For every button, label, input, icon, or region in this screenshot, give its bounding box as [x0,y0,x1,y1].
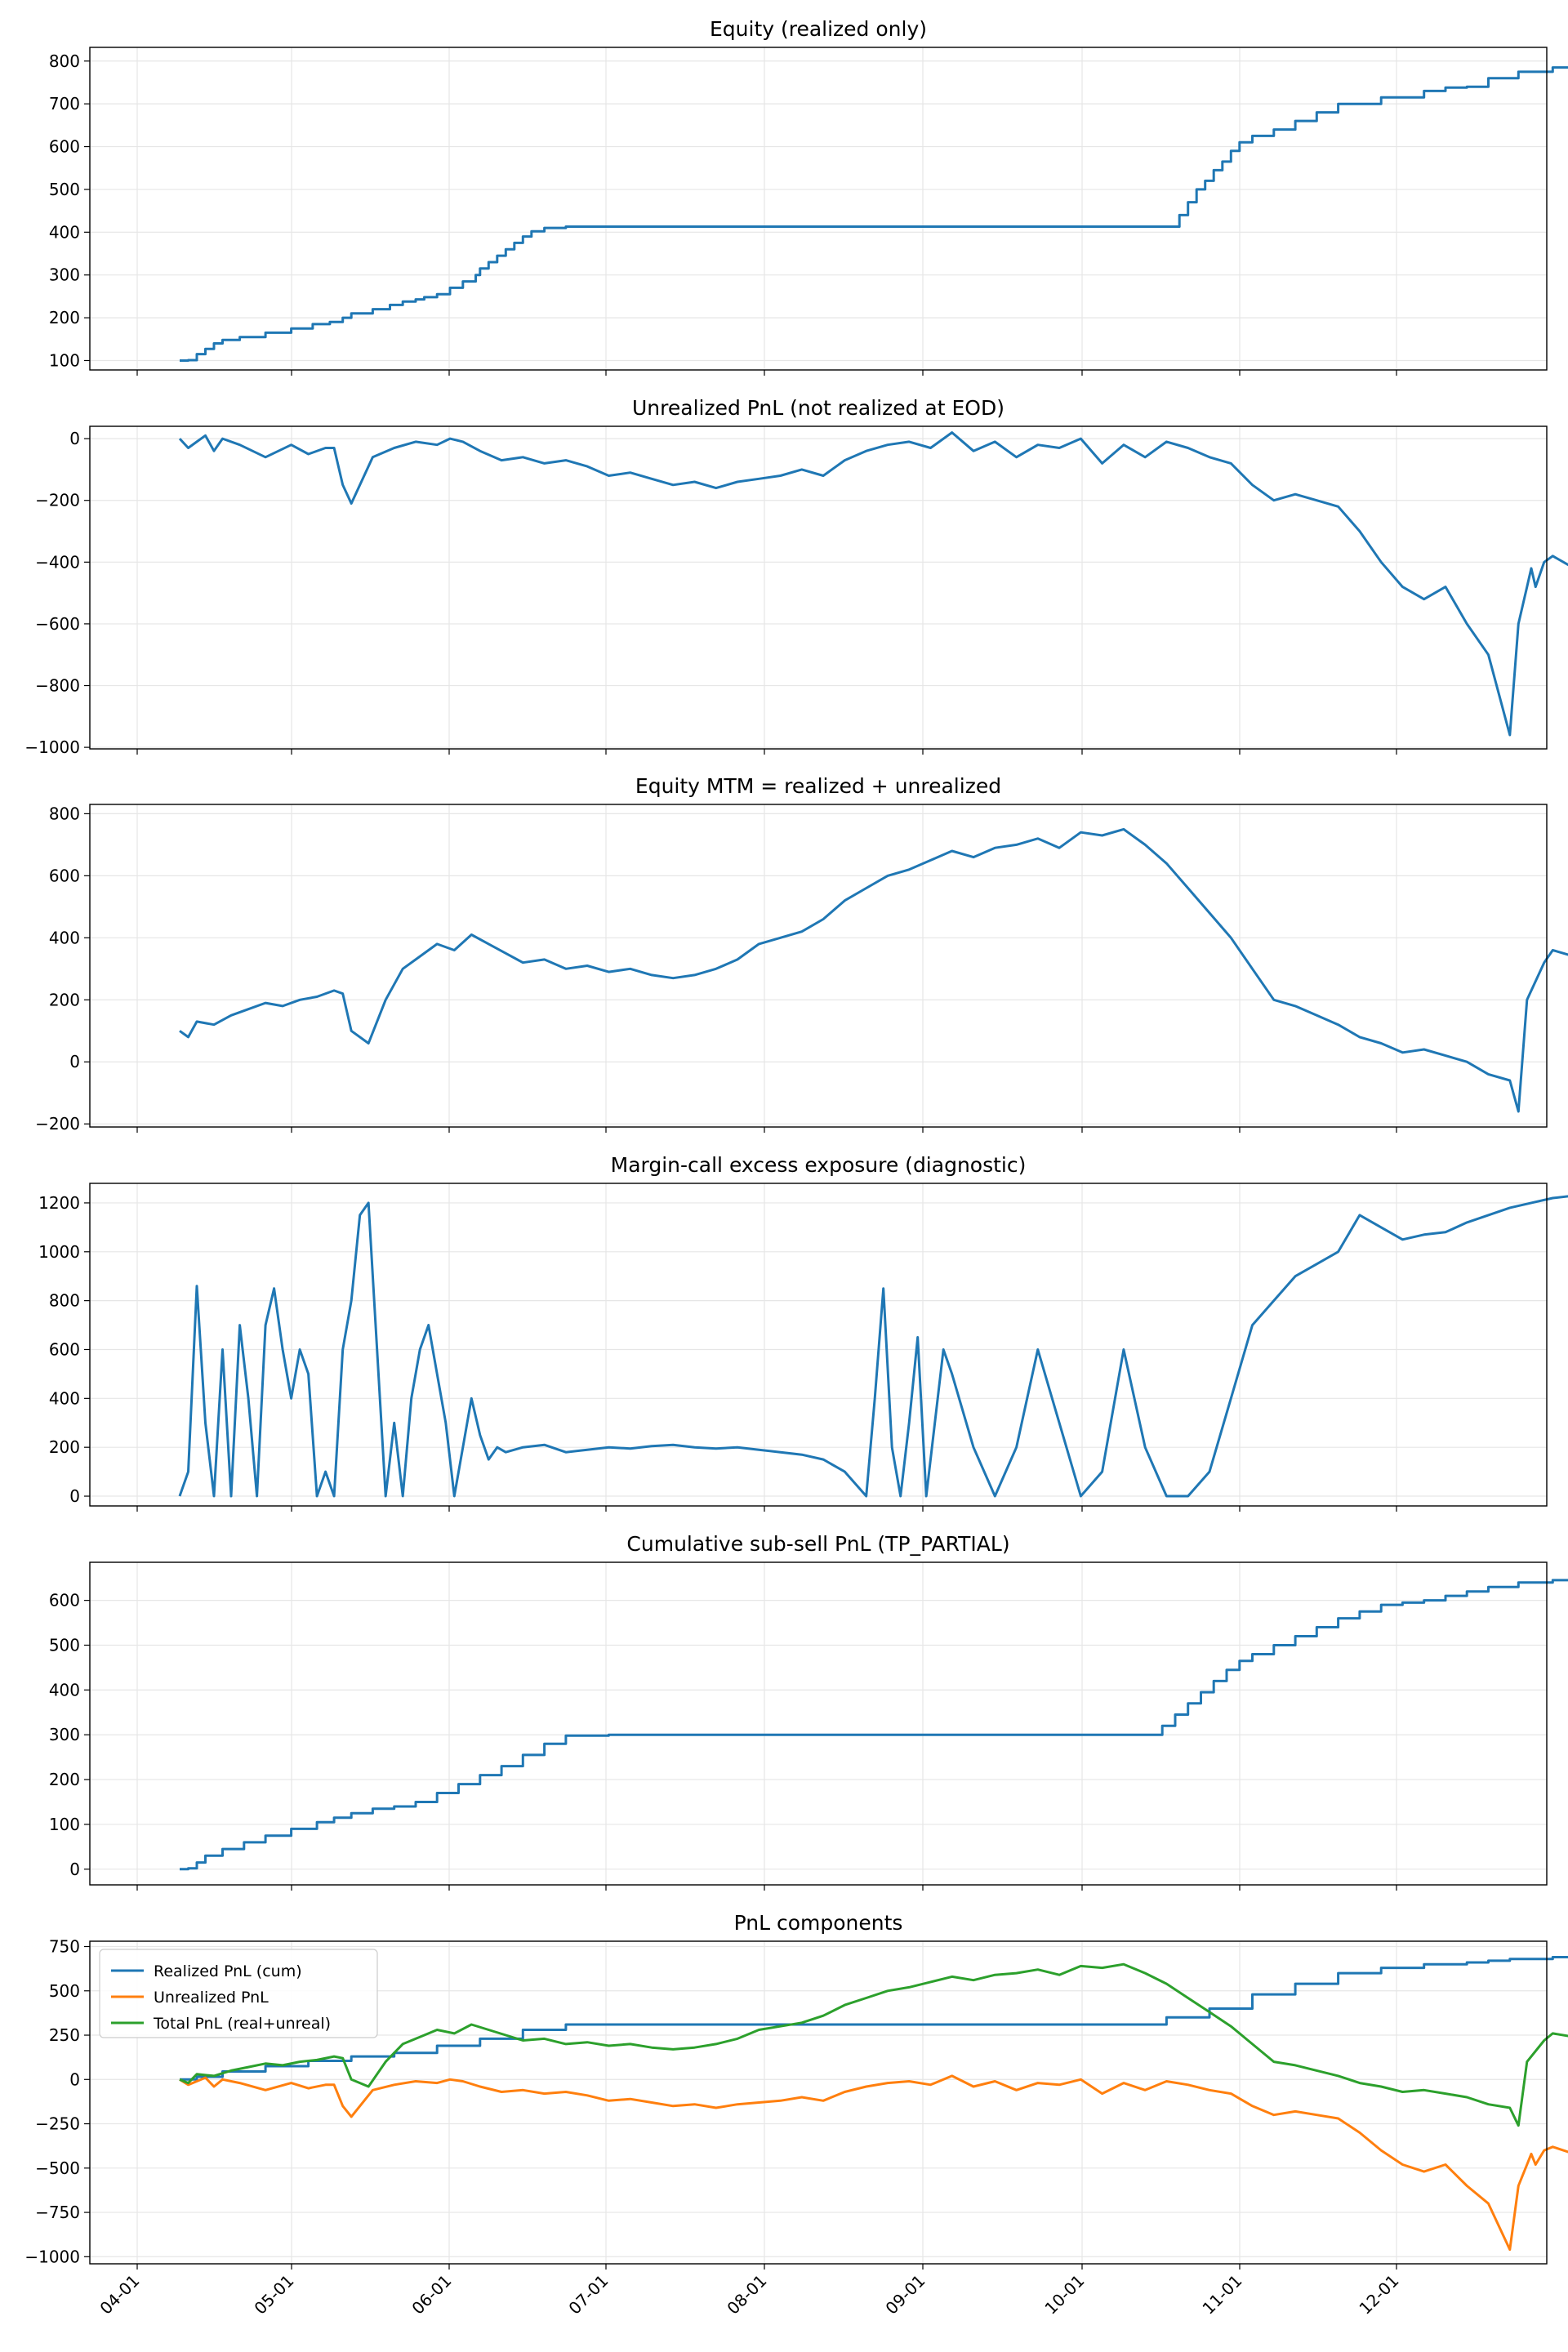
y-tick-label: 500 [49,1981,80,2001]
plot-frame [89,1183,1548,1507]
legend: Realized PnL (cum) Unrealized PnL Total Pn… [99,1949,378,2038]
y-tick-label: 750 [49,1937,80,1957]
chart-title: Unrealized PnL (not realized at EOD) [632,396,1004,420]
chart-title: PnL components [734,1911,903,1935]
series-line-1 [180,66,1568,362]
y-tick-label: −750 [35,2203,80,2222]
y-tick-label: 200 [49,990,80,1009]
y-tick-label: 200 [49,1437,80,1457]
plot-frame [89,47,1548,371]
y-tick-label: 0 [69,1860,80,1879]
panel-1: 100 200 300 400 500 600 700 800 Equity (realized… [49,17,1568,376]
y-tick-label: −1000 [24,737,80,757]
y-tick-label: −200 [35,491,80,510]
legend-label: Unrealized PnL [154,1989,269,2007]
y-tick-label: −400 [35,552,80,572]
legend-label: Total PnL (real+unreal) [153,2015,331,2033]
y-tick-label: 200 [49,1770,80,1789]
y-tick-label: 1200 [38,1193,80,1213]
plot-frame [89,1940,1548,2265]
y-tick-label: 0 [69,2069,80,2089]
y-tick-label: 0 [69,1052,80,1071]
y-tick-label: 1000 [38,1242,80,1262]
y-tick-label: 800 [49,1291,80,1311]
panel-4: 0 200 400 600 800 1000 1200 Margin-call excess … [38,1153,1568,1512]
chart-title: Equity (realized only) [710,17,927,41]
panel-5: 0 100 200 300 400 500 600 Cumulative sub-sell P… [49,1532,1568,1891]
plot-frame [89,425,1548,750]
y-tick-label: −250 [35,2114,80,2134]
chart-title: Equity MTM = realized + unrealized [635,774,1001,798]
y-tick-label: 600 [49,1591,80,1610]
y-tick-label: 700 [49,94,80,114]
y-tick-label: 400 [49,1388,80,1408]
y-tick-label: 800 [49,51,80,71]
series-line-3 [179,1962,1568,2127]
y-tick-label: 100 [49,1815,80,1834]
series-line-2 [179,2074,1568,2252]
y-tick-label: 250 [49,2025,80,2045]
y-tick-label: 100 [49,350,80,370]
y-tick-label: 400 [49,1680,80,1699]
y-tick-label: −200 [35,1114,80,1134]
legend-box [99,1949,378,2038]
y-tick-label: 500 [49,180,80,199]
y-tick-label: 600 [49,866,80,885]
series-line-1 [178,1195,1568,1498]
chart-title: Cumulative sub-sell PnL (TP_PARTIAL) [626,1532,1009,1556]
y-tick-label: 600 [49,1339,80,1359]
y-tick-label: −500 [35,2158,80,2178]
y-tick-label: −1000 [24,2247,80,2266]
y-tick-label: 0 [69,429,80,448]
y-tick-label: 500 [49,1635,80,1655]
y-tick-label: 200 [49,308,80,327]
y-tick-label: −600 [35,614,80,634]
plot-frame [89,1561,1548,1886]
series-line-1 [178,431,1568,737]
chart-title: Margin-call excess exposure (diagnostic) [611,1153,1027,1177]
y-tick-label: 600 [49,137,80,157]
y-tick-label: 300 [49,265,80,285]
y-tick-label: 400 [49,928,80,947]
y-tick-label: −800 [35,676,80,696]
legend-label: Realized PnL (cum) [154,1962,302,1980]
plot-frame [89,804,1548,1128]
series-line-1 [179,827,1568,1113]
y-tick-label: 300 [49,1725,80,1744]
y-tick-label: 400 [49,222,80,242]
series-line-1 [180,1579,1568,1871]
panel-2: 0 −200 −400 −600 −800 −1000 Unrealized PnL (no… [24,396,1568,757]
panel-3: 800 600 400 200 0 −200 Equity MTM = realized +… [35,774,1568,1134]
y-tick-label: 800 [49,804,80,823]
y-tick-label: 0 [69,1486,80,1506]
